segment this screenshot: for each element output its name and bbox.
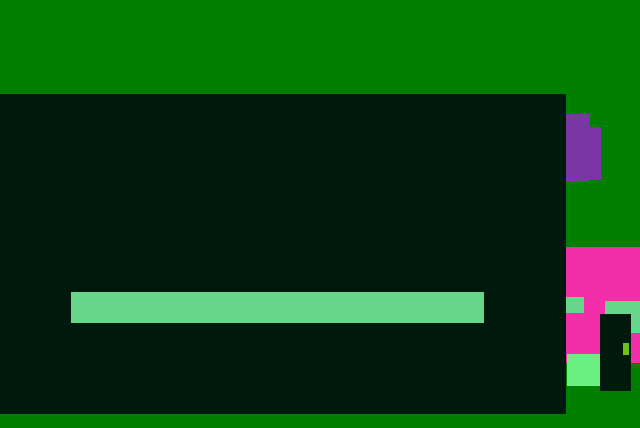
green-marker <box>623 343 629 355</box>
dark-panel <box>0 94 566 414</box>
light-green-bar <box>71 292 484 323</box>
mint-tile-small <box>566 297 584 313</box>
bright-green-tile <box>567 354 600 386</box>
purple-object-side <box>566 127 601 180</box>
